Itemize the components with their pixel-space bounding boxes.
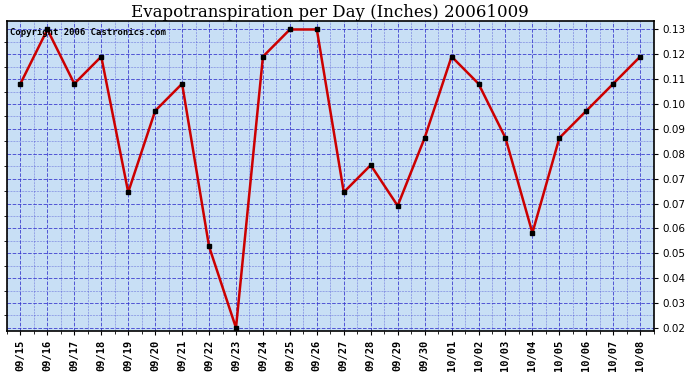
Title: Evapotranspiration per Day (Inches) 20061009: Evapotranspiration per Day (Inches) 2006… <box>131 4 529 21</box>
Text: Copyright 2006 Castronics.com: Copyright 2006 Castronics.com <box>10 27 166 36</box>
